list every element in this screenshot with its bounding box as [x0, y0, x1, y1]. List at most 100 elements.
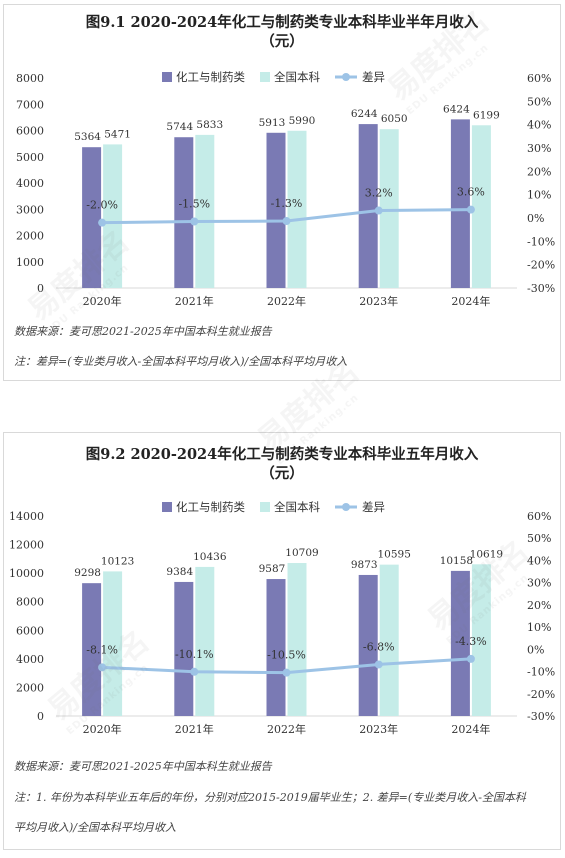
- x-tick-label: 2022年: [267, 294, 306, 308]
- bar-major: [82, 147, 102, 288]
- bar-major: [266, 579, 286, 716]
- chart-title-2-line1: 图9.2 2020-2024年化工与制药类专业本科毕业五年月收入: [85, 446, 479, 463]
- y-tick-label: 5000: [16, 151, 44, 164]
- y2-tick-label: 40%: [527, 119, 551, 132]
- bar-national: [287, 130, 307, 288]
- bar-major: [266, 132, 286, 288]
- bar-national: [379, 129, 399, 288]
- y-tick-label: 8000: [16, 596, 44, 609]
- bar-national: [379, 564, 399, 716]
- y2-tick-label: -20%: [527, 688, 555, 701]
- y-tick-label: 10000: [9, 567, 44, 580]
- y2-tick-label: 20%: [527, 165, 551, 178]
- bar-major: [174, 581, 194, 716]
- diff-point: [466, 654, 475, 663]
- diff-point: [466, 205, 475, 214]
- chart-title-2-line2: （元）: [260, 465, 304, 482]
- x-tick-label: 2022年: [267, 722, 306, 736]
- bar-value-label: 10158: [440, 555, 473, 567]
- y2-tick-label: -10%: [527, 235, 555, 248]
- y2-tick-label: 50%: [527, 95, 551, 108]
- diff-point: [190, 217, 199, 226]
- legend-label: 化工与制药类: [176, 70, 245, 84]
- y-tick-label: 6000: [16, 125, 44, 138]
- diff-point: [374, 660, 383, 669]
- legend-swatch: [260, 72, 270, 82]
- legend-label: 差异: [362, 500, 385, 514]
- x-tick-label: 2023年: [359, 294, 398, 308]
- legend-label: 化工与制药类: [176, 500, 245, 514]
- bar-value-label: 5471: [104, 128, 131, 140]
- chart-title-1: 图9.1 2020-2024年化工与制药类专业本科毕业半年月收入 （元）: [4, 13, 560, 51]
- y2-tick-label: -30%: [527, 710, 555, 723]
- bar-national: [471, 564, 491, 716]
- diff-value-label: -1.5%: [178, 198, 210, 211]
- bar-national: [103, 144, 123, 288]
- y-tick-label: 3000: [16, 203, 44, 216]
- bar-major: [358, 574, 378, 716]
- y2-tick-label: 10%: [527, 189, 551, 202]
- bar-national: [471, 125, 491, 289]
- legend-label: 差异: [362, 70, 385, 84]
- legend-label: 全国本科: [274, 70, 320, 84]
- bar-value-label: 10619: [470, 548, 503, 560]
- bar-national: [195, 566, 215, 716]
- y-tick-label: 0: [37, 282, 44, 295]
- bar-national: [195, 134, 215, 288]
- x-tick-label: 2023年: [359, 722, 398, 736]
- y-tick-label: 6000: [16, 624, 44, 637]
- x-tick-label: 2020年: [83, 722, 122, 736]
- y-tick-label: 1000: [16, 256, 44, 269]
- y2-tick-label: -10%: [527, 666, 555, 679]
- y-tick-label: 4000: [16, 177, 44, 190]
- bar-value-label: 9587: [259, 563, 286, 575]
- chart-title-2: 图9.2 2020-2024年化工与制药类专业本科毕业五年月收入 （元）: [4, 445, 560, 483]
- bar-major: [82, 583, 102, 716]
- bar-major: [174, 137, 194, 288]
- x-tick-label: 2024年: [451, 722, 490, 736]
- bar-value-label: 6050: [381, 113, 408, 125]
- bar-value-label: 6424: [443, 103, 470, 115]
- y-tick-label: 12000: [9, 539, 44, 552]
- diff-value-label: -10.5%: [267, 649, 306, 662]
- x-tick-label: 2020年: [83, 294, 122, 308]
- y2-tick-label: 30%: [527, 142, 551, 155]
- bar-value-label: 5364: [74, 131, 101, 143]
- bar-value-label: 5913: [259, 117, 286, 129]
- chart-1-svg: 0 1000 2000 3000 4000 5000 6000 7000 8000 -30% -20…: [16, 70, 555, 308]
- bar-value-label: 9298: [74, 567, 101, 579]
- diff-point: [374, 206, 383, 215]
- bar-national: [103, 571, 123, 716]
- y2-tick-label: 60%: [527, 510, 551, 523]
- chart-panel-2: 图9.2 2020-2024年化工与制药类专业本科毕业五年月收入 （元） 0 20…: [3, 432, 561, 850]
- y2-tick-label: 40%: [527, 554, 551, 567]
- diff-point: [98, 663, 107, 672]
- diff-value-label: -8.1%: [86, 643, 118, 656]
- y2-tick-label: 0%: [527, 212, 544, 225]
- y2-tick-label: 50%: [527, 532, 551, 545]
- diff-value-label: 3.6%: [457, 186, 485, 199]
- x-tick-label: 2021年: [175, 294, 214, 308]
- chart-panel-1: 图9.1 2020-2024年化工与制药类专业本科毕业半年月收入 （元） 0 10…: [3, 4, 561, 381]
- chart-title-1-line2: （元）: [260, 33, 304, 50]
- diff-value-label: -2.0%: [86, 199, 118, 212]
- diff-value-label: -6.8%: [363, 640, 395, 653]
- x-tick-label: 2024年: [451, 294, 490, 308]
- y2-tick-label: -20%: [527, 259, 555, 272]
- y2-tick-label: -30%: [527, 282, 555, 295]
- legend-swatch: [162, 502, 172, 512]
- footnote-2-line1: 注：1. 年份为本科毕业五年后的年份，分别对应2015-2019届毕业生；2. …: [14, 791, 526, 804]
- y-tick-label: 4000: [16, 653, 44, 666]
- y2-tick-label: 30%: [527, 577, 551, 590]
- chart-2-svg: 0 2000 4000 6000 8000 10000 12000 14000 -30% -20%…: [9, 500, 555, 736]
- bar-major: [450, 570, 470, 716]
- diff-value-label: -4.3%: [455, 635, 487, 648]
- diff-point: [282, 668, 291, 677]
- diff-point: [98, 218, 107, 227]
- bar-value-label: 10595: [377, 549, 410, 561]
- bar-major: [358, 124, 378, 288]
- y2-tick-label: 10%: [527, 621, 551, 634]
- y2-tick-label: 60%: [527, 72, 551, 85]
- bar-value-label: 9873: [351, 559, 378, 571]
- bar-national: [287, 563, 307, 716]
